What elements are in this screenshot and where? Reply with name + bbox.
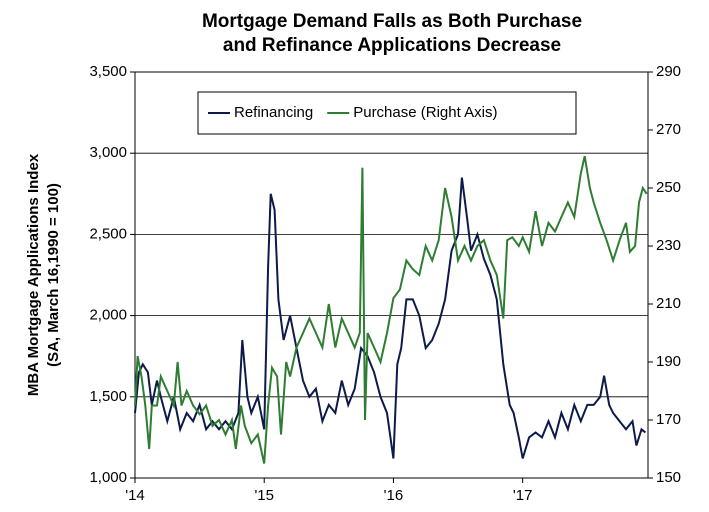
y2-tick-label: 290: [656, 63, 681, 80]
plot-frame: [134, 71, 649, 479]
data-line: [134, 155, 648, 464]
y2-tick-label: 190: [656, 353, 681, 370]
y2-tick-label: 170: [656, 411, 681, 428]
y-tick-label: 2,000: [89, 307, 127, 324]
chart-title: Mortgage Demand Falls as Both Purchase: [202, 11, 582, 32]
legend-box: [197, 91, 577, 135]
y-tick-label: 2,500: [89, 225, 127, 242]
y-tick-label: 3,500: [89, 63, 127, 80]
x-tick-label: '17: [513, 487, 533, 504]
y-axis-label: MBA Mortgage Applications Index: [25, 153, 42, 396]
y-tick-label: 1,500: [89, 388, 127, 405]
y2-tick-label: 210: [656, 295, 681, 312]
x-tick-label: '15: [254, 487, 274, 504]
data-line: [134, 177, 647, 459]
y-tick-label: 1,000: [89, 469, 127, 486]
y2-tick-label: 230: [656, 237, 681, 254]
chart-title: and Refinance Applications Decrease: [223, 35, 561, 56]
y-tick-label: 3,000: [89, 144, 127, 161]
x-tick-label: '16: [384, 487, 404, 504]
x-tick-label: '14: [125, 487, 145, 504]
y2-tick-label: 150: [656, 469, 681, 486]
legend-label: Purchase (Right Axis): [353, 104, 497, 121]
y-axis-label: (SA, March 16,1990 = 100): [45, 183, 62, 367]
y2-tick-label: 250: [656, 179, 681, 196]
y2-tick-label: 270: [656, 121, 681, 138]
legend-label: Refinancing: [234, 104, 313, 121]
